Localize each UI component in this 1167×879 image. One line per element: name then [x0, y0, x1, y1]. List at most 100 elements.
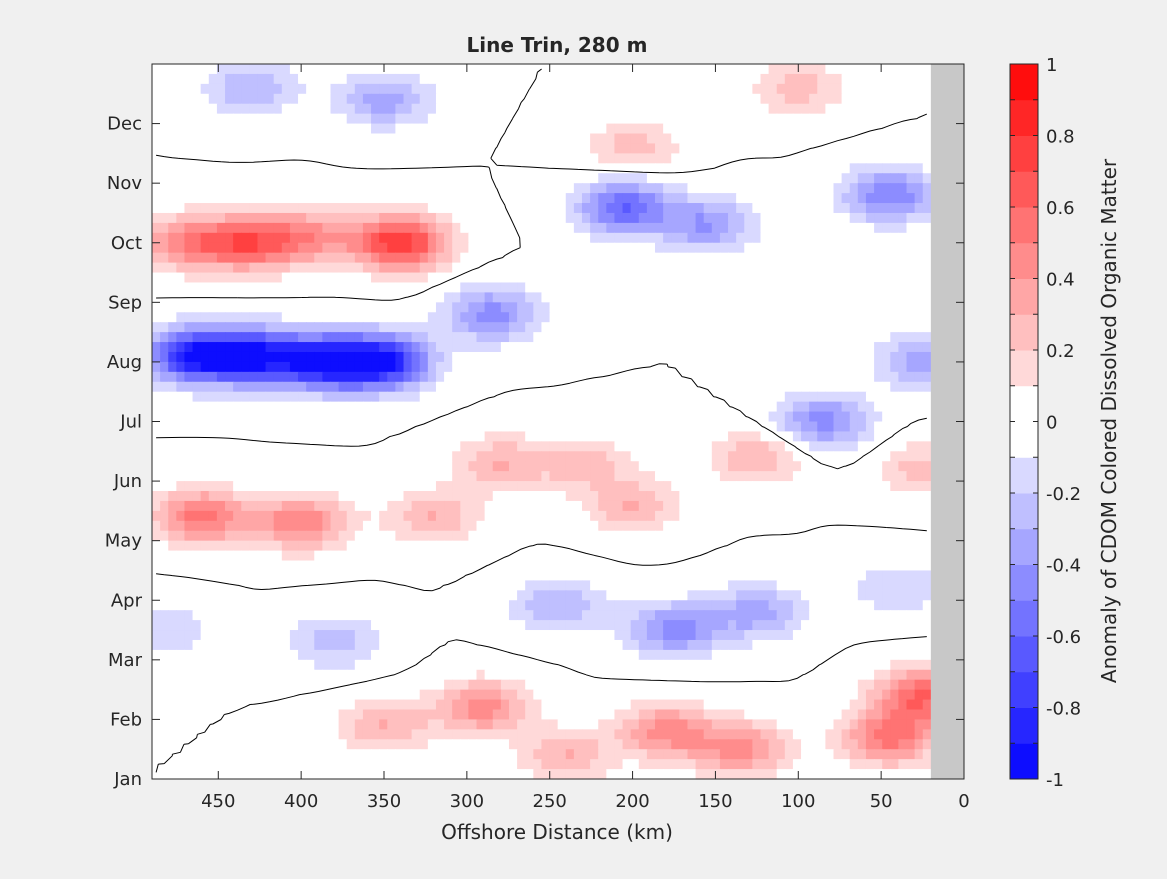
heatmap-cell	[760, 64, 770, 75]
heatmap-cell	[598, 292, 607, 303]
heatmap-cell	[160, 183, 169, 194]
heatmap-cell	[703, 570, 713, 581]
heatmap-cell	[541, 530, 551, 542]
heatmap-cell	[590, 153, 599, 164]
heatmap-cell	[841, 83, 851, 95]
heatmap-cell	[833, 500, 843, 512]
heatmap-cell	[590, 113, 599, 125]
heatmap-cell	[517, 451, 526, 462]
heatmap-cell	[914, 421, 924, 433]
heatmap-cell	[289, 461, 299, 472]
heatmap-cell	[849, 530, 859, 542]
heatmap-cell	[249, 143, 259, 154]
heatmap-cell	[354, 242, 364, 254]
heatmap-cell	[403, 401, 413, 413]
heatmap-cell	[444, 441, 453, 452]
heatmap-cell	[508, 491, 518, 502]
heatmap-cell	[752, 262, 762, 274]
heatmap-cell	[736, 332, 745, 343]
heatmap-cell	[346, 371, 356, 383]
heatmap-cell	[744, 560, 753, 572]
heatmap-cell	[387, 322, 396, 333]
heatmap-cell	[460, 103, 470, 115]
heatmap-cell	[338, 113, 348, 125]
heatmap-cell	[671, 361, 680, 373]
heatmap-cell	[500, 471, 510, 482]
heatmap-cell	[371, 431, 380, 442]
heatmap-cell	[476, 123, 486, 135]
heatmap-cell	[890, 242, 899, 254]
heatmap-cell	[152, 431, 161, 442]
heatmap-cell	[857, 550, 867, 562]
heatmap-cell	[541, 540, 551, 552]
heatmap-cell	[289, 242, 299, 254]
heatmap-cell	[444, 332, 453, 343]
heatmap-cell	[744, 361, 753, 373]
heatmap-cell	[525, 302, 534, 313]
heatmap-cell	[241, 491, 250, 502]
heatmap-cell	[387, 421, 396, 433]
heatmap-cell	[452, 133, 461, 145]
heatmap-cell	[898, 570, 908, 581]
heatmap-cell	[508, 510, 518, 522]
heatmap-cell	[638, 282, 648, 293]
heatmap-cell	[500, 203, 510, 214]
heatmap-cell	[719, 83, 729, 95]
heatmap-cell	[208, 312, 218, 323]
heatmap-cell	[849, 421, 859, 433]
heatmap-cell	[679, 560, 689, 572]
heatmap-cell	[598, 540, 607, 552]
heatmap-cell	[281, 93, 291, 105]
heatmap-cell	[590, 282, 599, 293]
heatmap-cell	[857, 461, 867, 472]
heatmap-cell	[525, 282, 534, 293]
heatmap-cell	[371, 342, 380, 353]
heatmap-cell	[679, 262, 689, 274]
heatmap-cell	[744, 222, 753, 234]
heatmap-cell	[533, 123, 543, 135]
heatmap-cell	[817, 461, 826, 472]
heatmap-cell	[508, 411, 518, 423]
heatmap-cell	[663, 312, 672, 323]
heatmap-cell	[216, 83, 226, 95]
heatmap-cell	[444, 282, 453, 293]
heatmap-cell	[492, 411, 502, 423]
heatmap-cell	[508, 421, 518, 433]
heatmap-cell	[508, 222, 518, 234]
heatmap-cell	[265, 222, 275, 234]
heatmap-cell	[744, 143, 753, 154]
heatmap-cell	[622, 222, 632, 234]
heatmap-cell	[663, 212, 672, 224]
heatmap-cell	[549, 173, 559, 184]
heatmap-cell	[541, 193, 551, 204]
heatmap-cell	[354, 451, 364, 462]
heatmap-cell	[314, 481, 323, 492]
heatmap-cell	[314, 64, 323, 75]
heatmap-cell	[914, 292, 924, 303]
heatmap-cell	[200, 123, 210, 135]
heatmap-cell	[590, 242, 599, 254]
heatmap-cell	[314, 73, 323, 85]
heatmap-cell	[192, 113, 202, 125]
heatmap-cell	[679, 183, 689, 194]
heatmap-cell	[801, 262, 810, 274]
heatmap-cell	[825, 510, 835, 522]
heatmap-cell	[792, 322, 802, 333]
heatmap-cell	[768, 411, 778, 423]
heatmap-cell	[557, 173, 567, 184]
heatmap-cell	[906, 481, 916, 492]
heatmap-cell	[687, 302, 697, 313]
heatmap-cell	[922, 550, 932, 562]
heatmap-cell	[857, 73, 867, 85]
heatmap-cell	[330, 540, 340, 552]
heatmap-cell	[306, 491, 315, 502]
heatmap-cell	[281, 570, 291, 581]
heatmap-cell	[922, 431, 932, 442]
heatmap-cell	[306, 451, 315, 462]
heatmap-cell	[419, 252, 429, 264]
heatmap-cell	[719, 332, 729, 343]
heatmap-cell	[257, 83, 267, 95]
heatmap-cell	[533, 262, 543, 274]
heatmap-cell	[655, 461, 664, 472]
heatmap-cell	[679, 391, 689, 403]
